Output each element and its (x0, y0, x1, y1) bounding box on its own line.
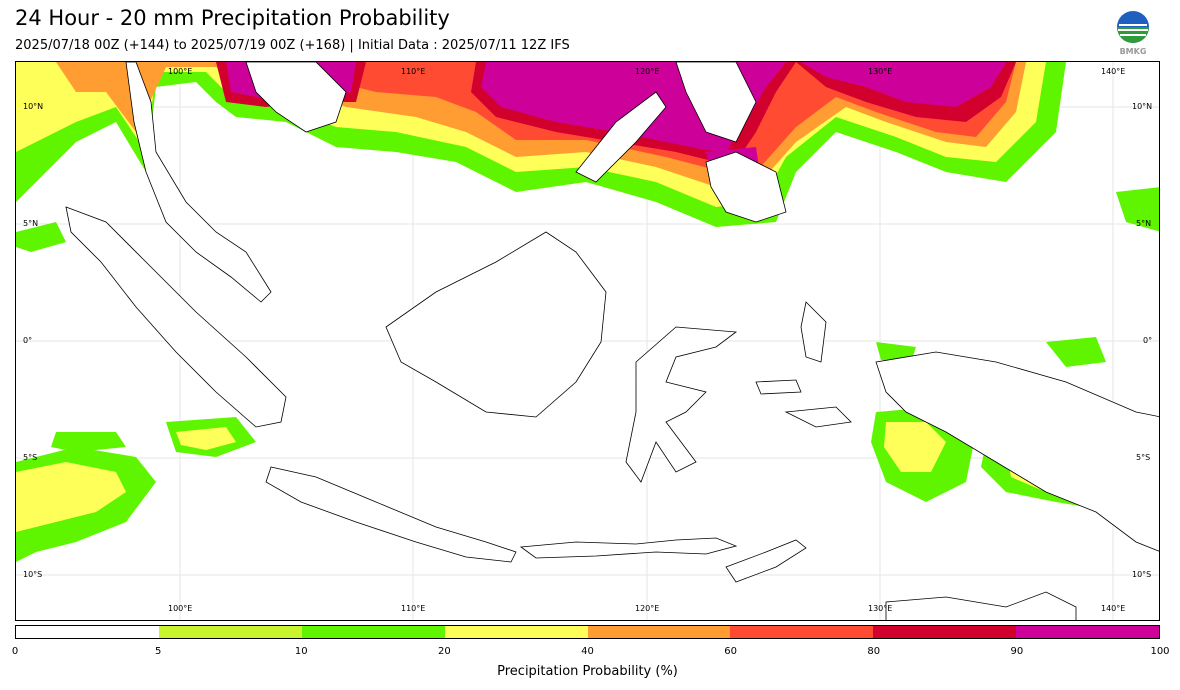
lat-tick-right-10n: 10°N (1132, 102, 1153, 111)
colorbar-segment (444, 626, 588, 638)
lat-tick-right-5s: 5°S (1136, 453, 1151, 462)
lat-tick-left-5s: 5°S (23, 453, 38, 462)
colorbar-segment (873, 626, 1017, 638)
lat-tick-left-5n: 5°N (23, 219, 39, 228)
lat-tick-left-10s: 10°S (23, 570, 43, 579)
lat-tick-left-10n: 10°N (23, 102, 44, 111)
precip-indian-ocean (16, 417, 256, 562)
colorbar-segment (587, 626, 731, 638)
map-title: 24 Hour - 20 mm Precipitation Probabilit… (15, 6, 450, 30)
colorbar-tick-label: 40 (581, 646, 594, 657)
lon-tick-bottom-140e: 140°E (1101, 604, 1126, 613)
lat-tick-right-5n: 5°N (1136, 219, 1152, 228)
colorbar-tick-label: 80 (867, 646, 881, 657)
lat-tick-right-0: 0° (1143, 336, 1153, 345)
lon-tick-top-130e: 130°E (868, 67, 893, 76)
lon-tick-top-140e: 140°E (1101, 67, 1126, 76)
coastlines (65, 62, 1159, 620)
lon-tick-top-120e: 120°E (635, 67, 660, 76)
colorbar-tick-label: 0 (11, 646, 19, 657)
colorbar-segment (16, 626, 159, 638)
lon-tick-top-100e: 100°E (168, 67, 193, 76)
bmkg-logo-text: BMKG (1120, 47, 1147, 56)
lon-tick-bottom-110e: 110°E (401, 604, 426, 613)
colorbar-tick-label: 100 (1150, 646, 1170, 657)
colorbar-segment (1016, 626, 1159, 638)
colorbar-segment (730, 626, 874, 638)
bmkg-logo: BMKG (1113, 10, 1153, 56)
lon-tick-bottom-100e: 100°E (168, 604, 193, 613)
colorbar-tick-label: 90 (1010, 646, 1024, 657)
colorbar-segment (301, 626, 445, 638)
precipitation-map: 100°E 110°E 120°E 130°E 140°E 100°E 110°… (15, 61, 1160, 621)
colorbar (15, 625, 1160, 639)
lat-tick-left-0: 0° (23, 336, 33, 345)
lon-tick-bottom-130e: 130°E (868, 604, 893, 613)
lon-tick-top-110e: 110°E (401, 67, 426, 76)
colorbar-tick-label: 20 (438, 646, 451, 657)
colorbar-tick-label: 60 (724, 646, 737, 657)
lon-tick-bottom-120e: 120°E (635, 604, 660, 613)
map-subtitle: 2025/07/18 00Z (+144) to 2025/07/19 00Z … (15, 38, 570, 53)
lat-tick-right-10s: 10°S (1132, 570, 1152, 579)
colorbar-title: Precipitation Probability (%) (497, 664, 678, 679)
colorbar-tick-label: 10 (294, 646, 308, 657)
colorbar-tick-label: 5 (154, 646, 162, 657)
colorbar-segment (158, 626, 302, 638)
